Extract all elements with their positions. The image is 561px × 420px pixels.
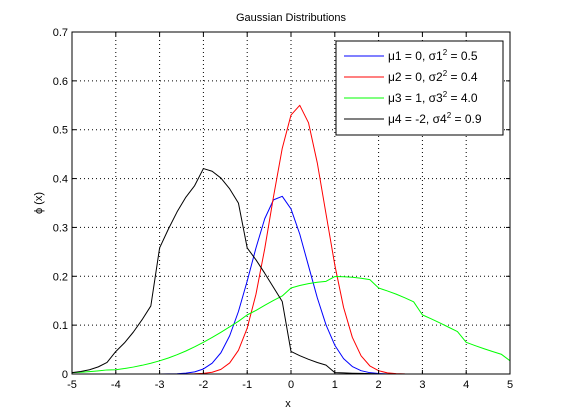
legend-label-value: = 0.4 bbox=[447, 70, 478, 84]
x-tick-label: -2 bbox=[199, 379, 209, 391]
legend-label-superscript: 2 bbox=[447, 111, 452, 120]
legend-label-main: μ3 = 1, σ3 bbox=[388, 91, 443, 105]
x-tick-label: 4 bbox=[463, 379, 469, 391]
x-tick-label: 3 bbox=[419, 379, 425, 391]
tick-layer: -5 -4 -3 -2 -1 0 1 2 3 4 5 0 0.1 0.2 0.3 0.4 0.5 0.6 0.7 bbox=[53, 27, 513, 391]
legend-label-superscript: 2 bbox=[443, 69, 448, 78]
x-axis-label: x bbox=[285, 398, 291, 410]
y-tick-label: 0.5 bbox=[53, 125, 68, 137]
legend-label-3: μ3 = 1, σ32 = 4.0 bbox=[388, 90, 478, 105]
y-tick-label: 0.4 bbox=[53, 174, 68, 186]
legend-label-4: μ4 = -2, σ42 = 0.9 bbox=[388, 111, 482, 126]
x-tick-label: 0 bbox=[288, 379, 294, 391]
y-tick-label: 0 bbox=[62, 369, 68, 381]
x-tick-label: -5 bbox=[67, 379, 77, 391]
legend-label-main: μ4 = -2, σ4 bbox=[388, 112, 447, 126]
chart-title: Gaussian Distributions bbox=[236, 12, 347, 24]
legend-label-main: μ1 = 0, σ1 bbox=[388, 49, 443, 63]
legend: μ1 = 0, σ12 = 0.5μ2 = 0, σ22 = 0.4μ3 = 1… bbox=[335, 40, 504, 136]
x-tick-label: 1 bbox=[332, 379, 338, 391]
legend-label-value: = 0.5 bbox=[447, 49, 478, 63]
y-axis-label: ϕ (x) bbox=[33, 192, 45, 214]
y-tick-label: 0.7 bbox=[53, 27, 68, 39]
y-tick-label: 0.6 bbox=[53, 76, 68, 88]
legend-label-value: = 4.0 bbox=[447, 91, 478, 105]
x-tick-label: 2 bbox=[376, 379, 382, 391]
legend-label-2: μ2 = 0, σ22 = 0.4 bbox=[388, 69, 478, 84]
y-tick-label: 0.1 bbox=[53, 320, 68, 332]
legend-label-superscript: 2 bbox=[443, 48, 448, 57]
legend-label-main: μ2 = 0, σ2 bbox=[388, 70, 443, 84]
x-tick-label: -3 bbox=[155, 379, 165, 391]
y-tick-label: 0.3 bbox=[53, 222, 68, 234]
legend-items: μ1 = 0, σ12 = 0.5μ2 = 0, σ22 = 0.4μ3 = 1… bbox=[344, 48, 482, 126]
legend-label-value: = 0.9 bbox=[451, 112, 482, 126]
legend-label-1: μ1 = 0, σ12 = 0.5 bbox=[388, 48, 478, 63]
series-line-3 bbox=[71, 276, 511, 374]
legend-label-superscript: 2 bbox=[443, 90, 448, 99]
x-tick-label: -4 bbox=[111, 379, 121, 391]
x-tick-label: -1 bbox=[242, 379, 252, 391]
x-tick-label: 5 bbox=[507, 379, 513, 391]
y-tick-label: 0.2 bbox=[53, 271, 68, 283]
